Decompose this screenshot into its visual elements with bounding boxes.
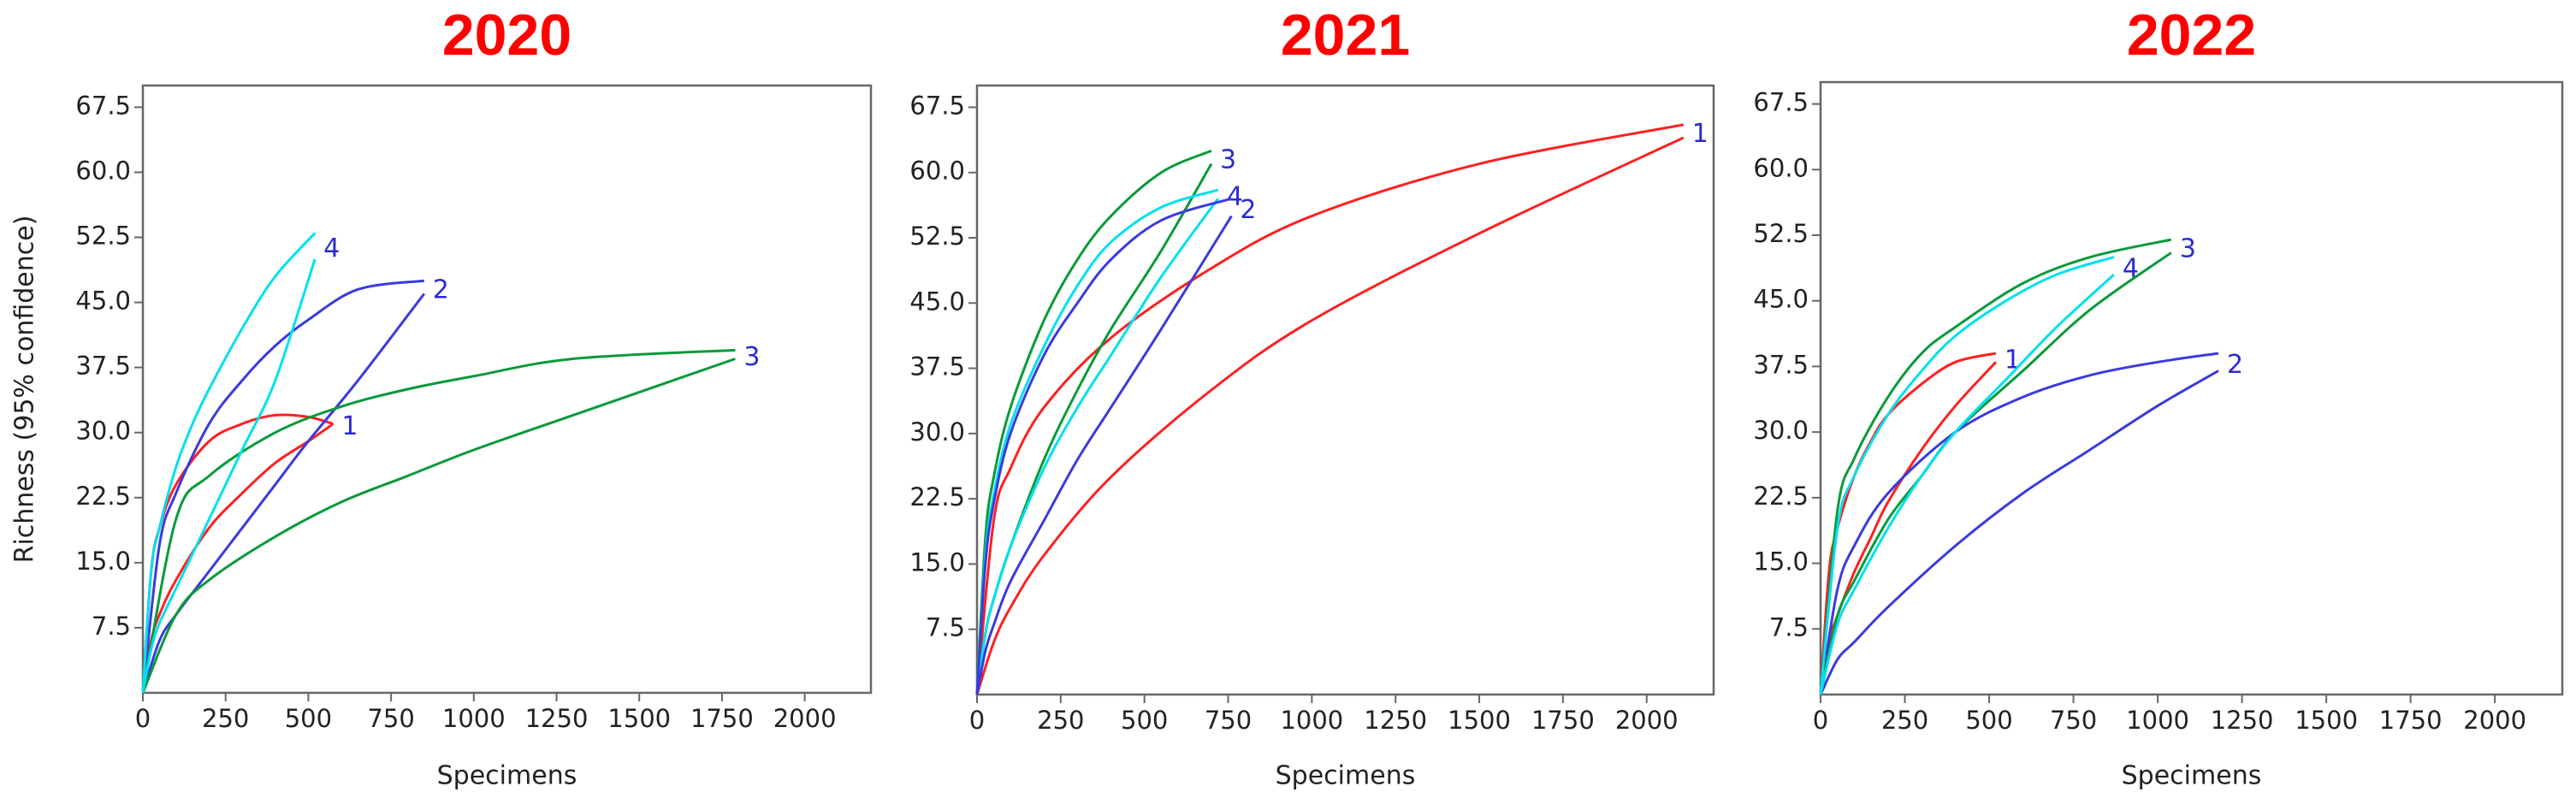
x-tick-label: 500	[1121, 706, 1168, 735]
curve-lower	[1819, 273, 2115, 695]
x-tick-label: 500	[285, 704, 332, 733]
x-tick-label: 1750	[690, 704, 754, 733]
curve-upper	[141, 232, 317, 694]
x-tick-label: 1000	[1280, 706, 1343, 735]
curve-label: 3	[2180, 234, 2196, 263]
x-tick-label: 250	[1037, 706, 1084, 735]
y-axis-title: Richness (95% confidence)	[10, 216, 40, 564]
plot-frame	[975, 84, 1715, 696]
x-tick-label: 2000	[773, 704, 837, 733]
y-tick-label: 37.5	[75, 352, 131, 381]
y-tick-label: 52.5	[75, 222, 131, 251]
y-tick-label: 67.5	[1753, 88, 1809, 117]
chart-title: 2022	[2127, 3, 2256, 68]
y-tick-label: 22.5	[75, 482, 131, 511]
curve-upper	[975, 188, 1219, 695]
curve-label: 2	[2227, 350, 2243, 380]
y-tick-label: 15.0	[909, 547, 965, 576]
x-tick-label: 500	[1965, 706, 2012, 735]
y-tick-label: 7.5	[926, 613, 965, 642]
y-tick-label: 22.5	[909, 482, 965, 511]
curve-label: 2	[1240, 195, 1256, 225]
curve-lower	[975, 136, 1685, 695]
x-tick-label: 2000	[1615, 706, 1679, 735]
y-tick-label: 67.5	[909, 91, 965, 120]
y-tick-label: 30.0	[909, 417, 965, 446]
curve-upper	[1819, 352, 1997, 695]
curve-label: 1	[1692, 119, 1708, 149]
x-tick-label: 750	[1205, 706, 1252, 735]
plot-frame	[141, 84, 873, 695]
curve-upper	[975, 197, 1232, 695]
curve-label: 3	[1220, 145, 1236, 174]
x-axis-title: Specimens	[2122, 761, 2262, 791]
y-tick-label: 15.0	[75, 547, 131, 576]
curve-label: 1	[341, 411, 358, 441]
x-tick-label: 2000	[2463, 706, 2526, 735]
curve-upper	[975, 149, 1212, 695]
curve-lower	[975, 198, 1219, 695]
y-tick-label: 37.5	[1753, 350, 1809, 379]
x-axis-title: Specimens	[1276, 761, 1416, 791]
x-tick-label: 750	[367, 704, 414, 733]
curve-lower	[975, 215, 1233, 695]
x-tick-label: 1750	[1531, 706, 1595, 735]
y-tick-label: 30.0	[1753, 416, 1809, 445]
y-tick-label: 45.0	[1753, 285, 1809, 314]
y-tick-label: 45.0	[75, 287, 131, 316]
chart-title: 2020	[442, 3, 571, 68]
y-tick-label: 22.5	[1753, 482, 1809, 511]
curve-upper	[1819, 256, 2115, 695]
y-tick-label: 52.5	[1753, 219, 1809, 248]
x-tick-label: 1250	[1364, 706, 1427, 735]
curve-lower	[1819, 361, 1998, 695]
y-tick-label: 52.5	[909, 222, 965, 251]
y-tick-label: 7.5	[1769, 612, 1809, 641]
x-tick-label: 1000	[442, 704, 506, 733]
curve-lower	[1819, 370, 2219, 695]
curve-label: 2	[433, 275, 449, 304]
y-tick-label: 60.0	[75, 156, 131, 185]
curve-label: 1	[2005, 346, 2021, 375]
curve-upper	[141, 279, 424, 694]
x-tick-label: 1000	[2126, 706, 2189, 735]
chart-title: 2021	[1281, 3, 1410, 68]
curve-label: 4	[323, 234, 340, 263]
curve-lower	[141, 358, 736, 694]
y-tick-label: 45.0	[909, 287, 965, 316]
x-tick-label: 250	[1881, 706, 1928, 735]
curve-lower	[141, 293, 425, 694]
x-tick-label: 0	[135, 704, 151, 733]
y-tick-label: 30.0	[75, 417, 131, 446]
x-tick-label: 1750	[2379, 706, 2443, 735]
curve-lower	[1819, 251, 2172, 695]
y-tick-label: 60.0	[1753, 153, 1809, 182]
x-tick-label: 1500	[2295, 706, 2358, 735]
x-tick-label: 0	[969, 706, 985, 735]
x-axis-title: Specimens	[437, 761, 577, 791]
curve-label: 3	[743, 342, 760, 372]
x-tick-label: 1250	[2211, 706, 2274, 735]
x-tick-label: 0	[1813, 706, 1828, 735]
curve-upper	[141, 348, 736, 694]
y-tick-label: 60.0	[909, 157, 965, 186]
x-tick-label: 1500	[1448, 706, 1511, 735]
curve-label: 4	[2123, 253, 2139, 283]
y-tick-label: 7.5	[92, 612, 131, 641]
plot-frame	[1819, 80, 2564, 696]
x-tick-label: 1500	[607, 704, 671, 733]
curve-label: 4	[1227, 182, 1243, 212]
y-tick-label: 15.0	[1753, 547, 1809, 576]
y-tick-label: 67.5	[75, 91, 131, 120]
y-tick-label: 37.5	[909, 352, 965, 381]
curve-lower	[141, 258, 317, 694]
x-tick-label: 1250	[525, 704, 589, 733]
x-tick-label: 250	[202, 704, 249, 733]
curve-upper	[975, 123, 1685, 695]
x-tick-label: 750	[2050, 706, 2097, 735]
curve-upper	[1819, 238, 2172, 695]
